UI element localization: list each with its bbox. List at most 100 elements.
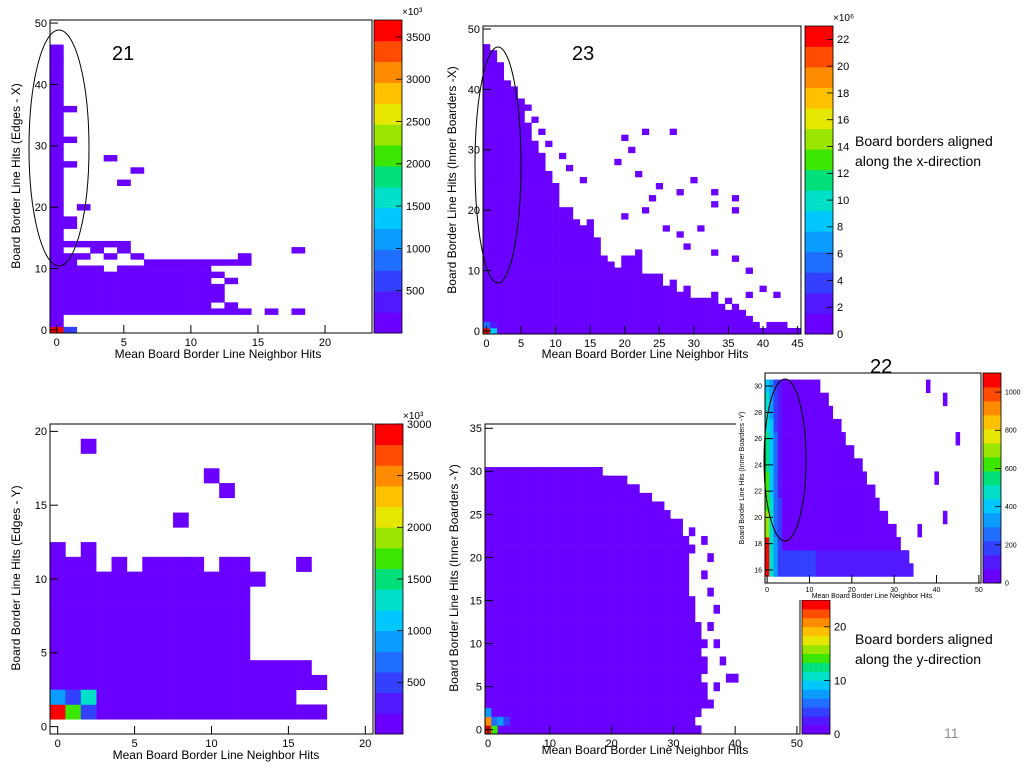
heatmap-cell	[676, 587, 683, 597]
heatmap-cell	[545, 176, 553, 184]
heatmap-cell	[879, 537, 884, 551]
heatmap-cell	[522, 475, 529, 485]
heatmap-cell	[503, 553, 511, 563]
heatmap-cell	[534, 604, 541, 614]
heatmap-cell	[577, 647, 585, 657]
heatmap-cell	[614, 309, 622, 317]
heatmap-cell	[607, 309, 615, 317]
heatmap-cell	[211, 290, 225, 297]
heatmap-cell	[552, 708, 560, 718]
heatmap-cell	[50, 69, 64, 76]
page-number: 11	[944, 725, 959, 741]
heatmap-cell	[586, 321, 594, 329]
heatmap-cell	[657, 639, 665, 649]
heatmap-cell	[645, 639, 653, 649]
x-tick-label: 10	[544, 738, 556, 750]
heatmap-cell	[593, 297, 601, 305]
heatmap-cell	[807, 510, 812, 525]
heatmap-cell	[766, 321, 774, 329]
heatmap-cell	[853, 550, 859, 564]
heatmap-cell	[509, 630, 517, 640]
heatmap-cell	[103, 283, 118, 291]
colorbar-tick-label: 3000	[407, 419, 431, 431]
heatmap-cell	[887, 523, 893, 538]
heatmap-cell	[645, 656, 653, 666]
y-tick-label: 50	[468, 24, 480, 36]
heatmap-cell	[627, 544, 634, 554]
heatmap-cell	[264, 308, 279, 315]
heatmap-cell	[777, 550, 783, 564]
heatmap-cell	[655, 297, 664, 305]
heatmap-cell	[496, 243, 505, 250]
heatmap-cell	[676, 725, 683, 735]
colorbar-segment	[375, 444, 403, 466]
heatmap-cell	[777, 379, 783, 393]
heatmap-cell	[645, 579, 653, 588]
colorbar-tick-label: 2	[837, 302, 843, 314]
heatmap-cell	[731, 327, 740, 335]
heatmap-cell	[745, 315, 753, 323]
heatmap-cell	[545, 189, 553, 196]
heatmap-cell	[657, 622, 665, 631]
heatmap-cell	[645, 527, 653, 537]
heatmap-cell	[538, 261, 546, 268]
heatmap-cell	[596, 518, 603, 528]
heatmap-cell	[497, 673, 504, 683]
heatmap-cell	[96, 645, 112, 661]
colorbar-tick-label: 500	[406, 286, 424, 298]
heatmap-cell	[583, 716, 591, 726]
heatmap-cell	[534, 699, 541, 709]
heatmap-cell	[170, 265, 185, 272]
heatmap-cell	[596, 708, 603, 718]
heatmap-cell	[683, 321, 691, 329]
heatmap-cell	[538, 249, 546, 256]
heatmap-cell	[664, 639, 671, 649]
heatmap-cell	[50, 87, 64, 94]
heatmap-cell	[296, 660, 312, 676]
heatmap-cell	[173, 704, 189, 720]
heatmap-cell	[143, 290, 158, 297]
heatmap-cell	[203, 660, 220, 676]
heatmap-cell	[571, 708, 578, 718]
x-tick-label: 50	[791, 738, 803, 750]
heatmap-cell	[688, 622, 696, 631]
heatmap-cell	[824, 458, 829, 472]
heatmap-cell	[50, 179, 64, 187]
heatmap-cell	[559, 484, 566, 494]
heatmap-cell	[887, 550, 893, 564]
heatmap-cell	[607, 315, 615, 323]
heatmap-cell	[117, 277, 131, 285]
heatmap-cell	[50, 173, 64, 180]
colorbar-segment	[983, 513, 1001, 528]
heatmap-cell	[777, 418, 783, 433]
heatmap-cell	[870, 510, 876, 525]
heatmap-cell	[50, 234, 64, 242]
heatmap-cell	[234, 615, 251, 631]
heatmap-cell	[648, 303, 657, 311]
heatmap-cell	[559, 225, 567, 232]
heatmap-cell	[602, 622, 609, 631]
heatmap-cell	[845, 537, 851, 551]
heatmap-cell	[669, 297, 677, 305]
heatmap-cell	[483, 44, 491, 51]
x-tick-label: 0	[55, 738, 61, 750]
colorbar-segment	[983, 429, 1001, 444]
heatmap-cell	[688, 604, 696, 614]
heatmap-cell	[522, 630, 529, 640]
heatmap-cell	[657, 647, 665, 657]
heatmap-cell	[602, 553, 609, 563]
heatmap-cell	[483, 195, 491, 202]
heatmap-cell	[718, 327, 726, 335]
heatmap-cell	[731, 195, 740, 202]
heatmap-cell	[497, 535, 504, 545]
heatmap-cell	[639, 613, 646, 623]
heatmap-cell	[670, 665, 677, 675]
heatmap-cell	[803, 379, 808, 393]
heatmap-cell	[503, 303, 511, 311]
heatmap-cell	[669, 285, 677, 293]
y-tick-label: 24	[754, 462, 762, 469]
heatmap-cell	[517, 116, 525, 123]
heatmap-cell	[497, 725, 504, 735]
heatmap-cell	[559, 682, 566, 692]
